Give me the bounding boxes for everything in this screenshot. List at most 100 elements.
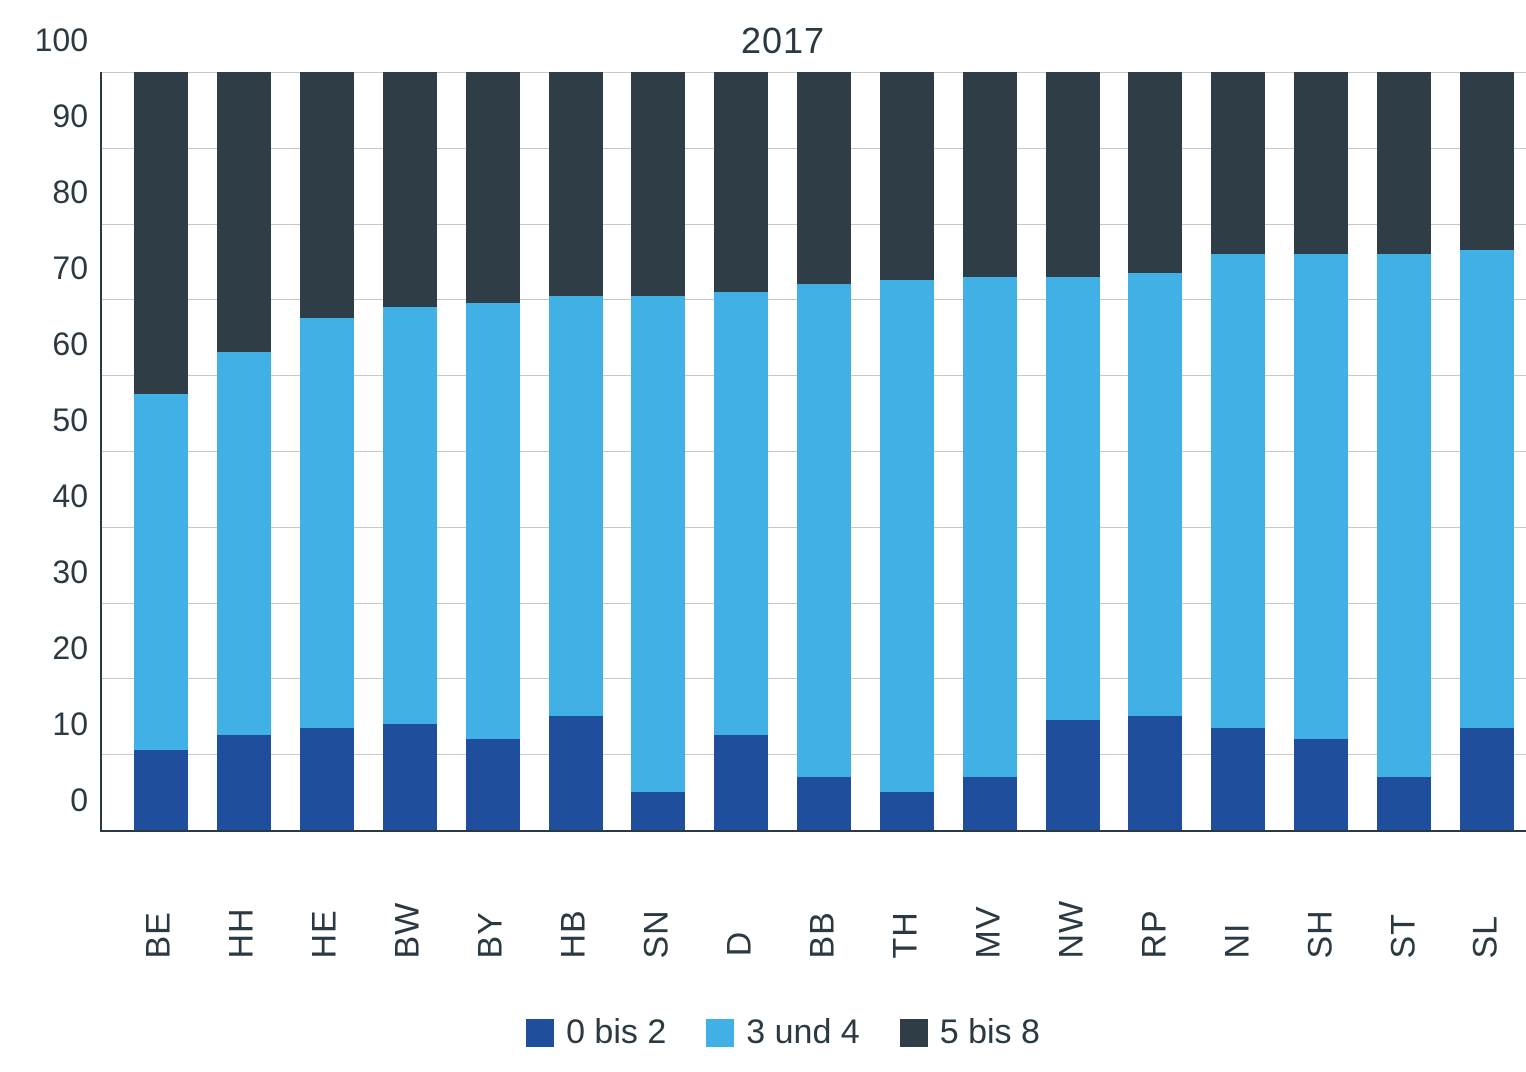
x-label: BY: [450, 904, 533, 963]
bar-slot: [1031, 72, 1114, 830]
bar-slot: [120, 72, 203, 830]
bar-segment: [880, 72, 934, 280]
legend-label: 5 bis 8: [940, 1013, 1040, 1052]
legend-item: 0 bis 2: [526, 1013, 666, 1052]
plot-wrapper: 1009080706050403020100: [20, 72, 1526, 890]
bar-segment: [631, 792, 685, 830]
bar-slot: [865, 72, 948, 830]
bar-slot: [534, 72, 617, 830]
bar-segment: [963, 777, 1017, 830]
bar-D: [714, 72, 768, 830]
bar-segment: [1128, 72, 1182, 273]
bar-HH: [217, 72, 271, 830]
bar-segment: [383, 72, 437, 307]
bar-segment: [714, 292, 768, 735]
x-label: BE: [118, 904, 201, 963]
plot-area: [100, 72, 1526, 832]
bar-segment: [1128, 273, 1182, 716]
bar-slot: [1197, 72, 1280, 830]
bar-RP: [1128, 72, 1182, 830]
bar-segment: [549, 296, 603, 717]
chart-container: 2017 1009080706050403020100 BEHHHEBWBYHB…: [20, 20, 1526, 1052]
bar-slot: [948, 72, 1031, 830]
bar-segment: [1211, 728, 1265, 830]
bar-segment: [466, 72, 520, 303]
bar-segment: [1460, 728, 1514, 830]
bar-segment: [383, 307, 437, 724]
bar-segment: [1294, 254, 1348, 739]
x-label: NI: [1196, 904, 1279, 963]
x-label: SL: [1445, 904, 1526, 963]
bar-slot: [617, 72, 700, 830]
bar-segment: [549, 716, 603, 830]
bar-segment: [797, 72, 851, 284]
x-label: SH: [1279, 904, 1362, 963]
bar-MV: [963, 72, 1017, 830]
legend-item: 3 und 4: [706, 1013, 859, 1052]
bar-slot: [1362, 72, 1445, 830]
legend-item: 5 bis 8: [900, 1013, 1040, 1052]
bar-NW: [1046, 72, 1100, 830]
bar-segment: [631, 72, 685, 296]
bar-segment: [1046, 72, 1100, 277]
x-label: D: [699, 904, 782, 963]
bar-segment: [383, 724, 437, 830]
bar-segment: [300, 318, 354, 727]
x-label: TH: [864, 904, 947, 963]
x-label: RP: [1113, 904, 1196, 963]
bar-segment: [217, 735, 271, 830]
bar-segment: [963, 72, 1017, 277]
bar-slot: [1445, 72, 1526, 830]
bar-segment: [1294, 739, 1348, 830]
bar-segment: [1377, 777, 1431, 830]
bar-slot: [1280, 72, 1363, 830]
bar-segment: [1211, 72, 1265, 254]
x-label: SN: [616, 904, 699, 963]
bar-segment: [134, 72, 188, 394]
bar-segment: [1046, 277, 1100, 720]
bar-segment: [714, 735, 768, 830]
bar-slot: [783, 72, 866, 830]
bar-BW: [383, 72, 437, 830]
bar-segment: [1377, 72, 1431, 254]
bars-row: [102, 72, 1526, 830]
bar-segment: [797, 284, 851, 777]
bar-segment: [880, 792, 934, 830]
x-label: NW: [1030, 904, 1113, 963]
legend-label: 0 bis 2: [566, 1013, 666, 1052]
legend-label: 3 und 4: [746, 1013, 859, 1052]
bar-segment: [134, 394, 188, 750]
bar-segment: [1460, 72, 1514, 250]
x-axis-labels: BEHHHEBWBYHBSNDBBTHMVNWRPNISHSTSL: [100, 904, 1526, 963]
bar-segment: [963, 277, 1017, 777]
bar-BE: [134, 72, 188, 830]
bar-TH: [880, 72, 934, 830]
bar-slot: [451, 72, 534, 830]
bar-slot: [700, 72, 783, 830]
bar-slot: [1114, 72, 1197, 830]
bar-segment: [1046, 720, 1100, 830]
bar-BY: [466, 72, 520, 830]
bar-segment: [134, 750, 188, 830]
bar-segment: [217, 352, 271, 735]
bar-slot: [203, 72, 286, 830]
bar-NI: [1211, 72, 1265, 830]
bar-segment: [1377, 254, 1431, 777]
bar-slot: [286, 72, 369, 830]
bar-segment: [880, 280, 934, 792]
bar-slot: [368, 72, 451, 830]
x-label: MV: [947, 904, 1030, 963]
legend: 0 bis 2 3 und 4 5 bis 8: [20, 1013, 1526, 1052]
bar-SL: [1460, 72, 1514, 830]
bar-SN: [631, 72, 685, 830]
bar-HB: [549, 72, 603, 830]
x-label: HE: [284, 904, 367, 963]
bar-segment: [1460, 250, 1514, 728]
bar-segment: [466, 739, 520, 830]
bar-segment: [714, 72, 768, 292]
bar-ST: [1377, 72, 1431, 830]
legend-swatch: [900, 1019, 928, 1047]
bar-SH: [1294, 72, 1348, 830]
chart-title: 2017: [20, 20, 1526, 62]
bar-segment: [1128, 716, 1182, 830]
